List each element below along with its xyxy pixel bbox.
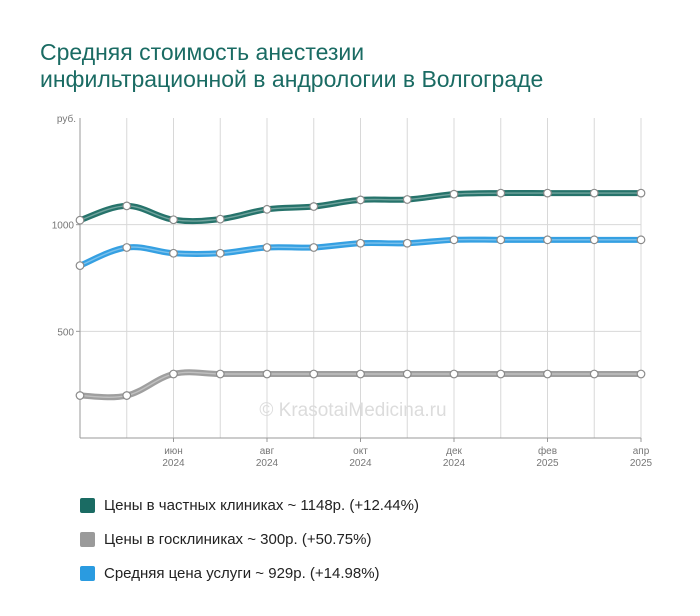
legend: Цены в частных клиниках ~ 1148р. (+12.44… [80,488,419,590]
series-private [75,188,646,225]
x-tick-label-month: авг [260,446,275,457]
x-tick-label-year: 2024 [162,458,185,469]
x-tick-label-year: 2024 [256,458,279,469]
series-private-point [543,188,552,198]
x-tick-label-month: апр [633,446,650,457]
series-private-point [402,195,412,204]
series-average-point [496,235,506,245]
watermark: © KrasotaiMedicina.ru [259,400,446,421]
series-public-point [122,391,132,400]
x-tick-label-year: 2024 [443,458,466,469]
series-average-point [636,235,646,245]
series-public-point [262,369,272,379]
legend-swatch-private [80,497,95,513]
series-average-point [449,235,459,245]
series-private-point [169,215,178,225]
x-tick-label-month: июн [164,446,183,457]
legend-swatch-public [80,531,95,547]
x-tick-label-month: фев [538,445,557,457]
series-public-point [309,369,319,379]
series-private-point [589,188,599,198]
series-average-point [169,248,178,258]
legend-item-average[interactable]: Средняя цена услуги ~ 929р. (+14.98%) [80,556,419,590]
legend-label-average: Средняя цена услуги ~ 929р. (+14.98%) [104,564,380,582]
legend-label-private: Цены в частных клиниках ~ 1148р. (+12.44… [104,496,419,514]
series-public-point [636,369,646,379]
x-tick-label-year: 2024 [349,458,372,469]
x-tick-label-year: 2025 [630,458,653,469]
y-tick-label: 500 [57,327,74,338]
grid [80,118,642,438]
series-private-point [449,189,459,199]
x-tick-label-month: дек [446,446,462,457]
series-public-point [169,369,178,379]
series-public-point [356,369,365,379]
series-public-point [496,369,506,379]
series-private-point [122,201,132,211]
series [75,188,646,401]
series-public [75,369,646,401]
chart-title-line-1: Средняя стоимость анестезии [40,39,365,65]
legend-item-public[interactable]: Цены в госклиниках ~ 300р. (+50.75%) [80,522,419,556]
series-private-point [636,188,646,198]
series-private-point [356,195,365,205]
series-average-point [215,248,225,258]
series-public-point [543,369,552,379]
series-average-point [262,243,272,252]
series-average-point [589,235,599,245]
series-private-point [262,204,272,214]
series-public-point [449,369,459,379]
y-tick-label: 1000 [52,221,75,232]
y-axis-unit: руб. [57,113,76,125]
series-average [75,235,646,271]
series-average-point [402,238,412,248]
legend-label-public: Цены в госклиниках ~ 300р. (+50.75%) [104,530,372,548]
series-private-point [309,202,319,211]
x-tick-label-month: окт [353,446,368,457]
series-public-point [75,391,85,400]
series-average-point [356,238,365,248]
chart-title-line-2: инфильтрационной в андрологии в Волгогра… [40,66,544,92]
series-average-point [309,243,319,252]
series-private-point [215,214,225,224]
series-private-point [75,215,85,225]
series-average-point [543,235,552,245]
axes: руб.5001000июн2024авг2024окт2024дек2024ф… [52,113,653,469]
series-private-point [496,188,506,198]
series-public-point [215,369,225,379]
series-average-point [122,243,132,252]
series-public-point [589,369,599,379]
x-tick-label-year: 2025 [536,458,559,469]
legend-item-private[interactable]: Цены в частных клиниках ~ 1148р. (+12.44… [80,488,419,522]
series-public-point [402,369,412,379]
series-average-point [75,261,85,271]
legend-swatch-average [80,565,95,581]
chart-title: Средняя стоимость анестезии инфильтрацио… [40,39,680,93]
